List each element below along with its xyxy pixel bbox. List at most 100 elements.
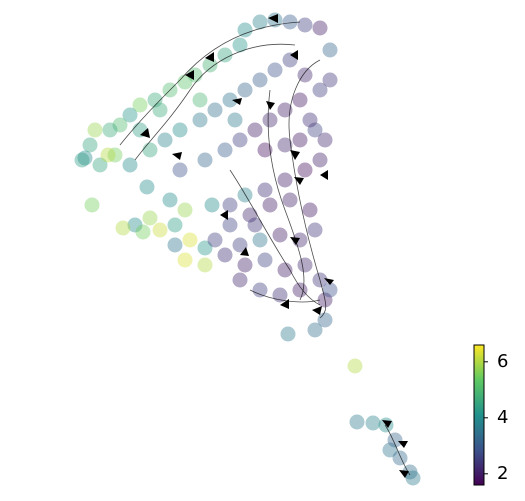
point [312,82,328,98]
streamline [134,43,296,161]
point [307,122,323,138]
point [322,42,338,58]
point [307,222,323,238]
arrow [220,210,228,220]
point [232,272,248,288]
point [102,122,118,138]
streamline [267,89,305,301]
arrow [398,441,408,448]
point [152,102,168,118]
point [312,20,328,36]
point [177,252,193,268]
colorbar-tick-label: 6 [497,351,508,372]
colorbar: 2 4 6 [473,344,508,486]
point [247,122,263,138]
point [127,217,143,233]
point [317,312,333,328]
point [257,182,273,198]
point [317,132,333,148]
point [217,47,233,63]
point [232,237,248,253]
point [122,107,138,123]
point [312,152,328,168]
arrow [324,278,334,285]
point [349,414,365,430]
point [382,442,398,458]
point [162,192,178,208]
point [277,137,293,153]
point [267,62,283,78]
colorbar-tick-label: 4 [497,407,508,428]
point [84,197,100,213]
point [107,147,123,163]
point [100,147,116,163]
point [142,142,158,158]
point [77,150,93,166]
point [222,197,238,213]
point [82,137,98,153]
arrow [280,299,289,309]
point [282,192,298,208]
point [297,162,313,178]
arrow [290,237,300,245]
point [297,17,313,33]
point [232,132,248,148]
point [227,112,243,128]
points [74,12,421,486]
point [347,358,363,374]
point [172,162,188,178]
point [207,102,223,118]
point [237,82,253,98]
point [282,14,298,30]
point [242,207,258,223]
point [197,240,213,256]
point [217,142,233,158]
point [207,232,223,248]
point [252,282,268,298]
point [87,122,103,138]
arrow [232,98,242,105]
arrows [140,14,409,478]
point [322,72,338,88]
point [147,92,163,108]
point [142,210,158,226]
point [197,152,213,168]
point [177,202,193,218]
point [262,112,278,128]
streamlines [119,21,411,476]
point [277,262,293,278]
point [182,232,198,248]
point [237,187,253,203]
point [132,97,148,113]
point [204,197,220,213]
point [277,102,293,118]
arrow [140,128,150,138]
point [292,132,308,148]
point [237,22,253,38]
point [280,326,296,342]
colorbar-tick-label: 2 [497,463,508,484]
point [257,142,273,158]
point [139,179,155,195]
point [74,152,90,168]
point [192,92,208,108]
point [232,37,248,53]
point [192,112,208,128]
point [197,257,213,273]
point [277,172,293,188]
arrow [320,170,328,180]
point [272,287,288,303]
arrow [185,70,194,80]
point [322,282,338,298]
point [272,227,288,243]
point [247,217,263,233]
arrow [205,52,214,62]
point [365,415,381,431]
arrow [399,470,409,478]
point [92,157,108,173]
point [222,217,238,233]
point [135,224,151,240]
point [302,202,318,218]
point [112,117,128,133]
